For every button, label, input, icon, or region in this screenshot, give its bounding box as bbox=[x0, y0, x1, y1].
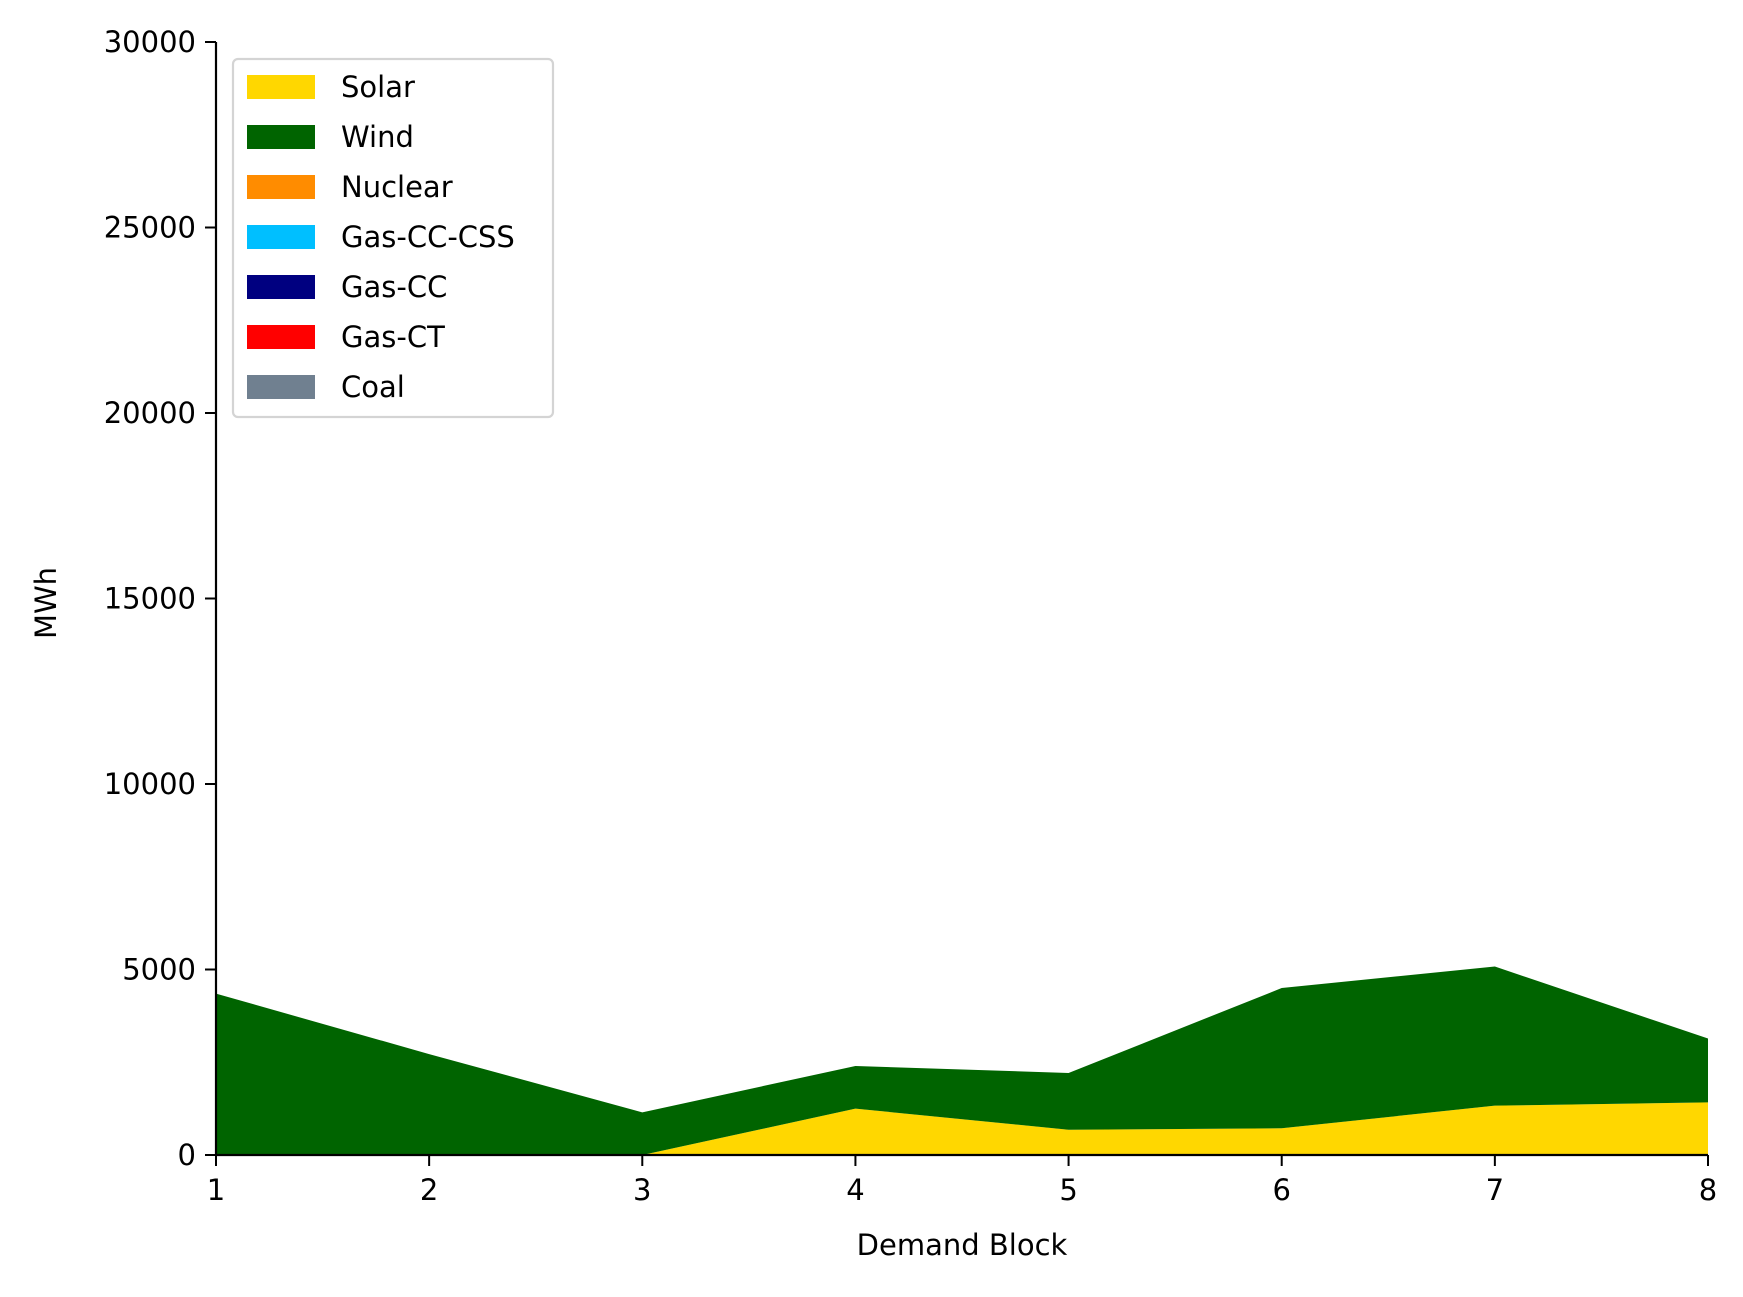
legend-label: Gas-CC-CSS bbox=[341, 220, 515, 254]
x-tick-label: 2 bbox=[420, 1173, 438, 1207]
legend-item: Gas-CC-CSS bbox=[247, 220, 515, 254]
legend-swatch bbox=[247, 375, 315, 399]
legend-swatch bbox=[247, 175, 315, 199]
legend-swatch bbox=[247, 225, 315, 249]
y-tick-label: 5000 bbox=[122, 953, 196, 987]
legend-swatch bbox=[247, 275, 315, 299]
legend-item: Gas-CT bbox=[247, 320, 445, 354]
legend-label: Coal bbox=[341, 370, 405, 404]
x-tick-label: 6 bbox=[1272, 1173, 1290, 1207]
y-axis-label: MWh bbox=[29, 567, 63, 639]
x-axis-ticks: 1 2 3 4 5 6 7 8 bbox=[207, 1155, 1717, 1207]
legend-item: Nuclear bbox=[247, 170, 453, 204]
legend-label: Gas-CT bbox=[341, 320, 445, 354]
y-tick-label: 30000 bbox=[104, 25, 196, 59]
area-solar bbox=[216, 1102, 1708, 1155]
x-tick-label: 1 bbox=[207, 1173, 225, 1207]
legend-swatch bbox=[247, 325, 315, 349]
legend-swatch bbox=[247, 125, 315, 149]
x-tick-label: 3 bbox=[633, 1173, 651, 1207]
legend-swatch bbox=[247, 75, 315, 99]
legend-label: Gas-CC bbox=[341, 270, 447, 304]
legend-item: Coal bbox=[247, 370, 405, 404]
y-axis-ticks: 0 5000 10000 15000 20000 25000 30000 bbox=[104, 25, 216, 1172]
legend: Solar Wind Nuclear Gas-CC-CSS Gas-CC Gas-CT Co… bbox=[231, 57, 555, 419]
legend-item: Solar bbox=[247, 70, 415, 104]
x-tick-label: 8 bbox=[1699, 1173, 1717, 1207]
legend-item: Gas-CC bbox=[247, 270, 447, 304]
x-tick-label: 5 bbox=[1059, 1173, 1077, 1207]
x-tick-label: 4 bbox=[846, 1173, 864, 1207]
y-tick-label: 20000 bbox=[104, 396, 196, 430]
legend-label: Solar bbox=[341, 70, 415, 104]
legend-label: Nuclear bbox=[341, 170, 453, 204]
y-tick-label: 25000 bbox=[104, 211, 196, 245]
area-series-group bbox=[216, 966, 1708, 1155]
area-wind bbox=[216, 966, 1708, 1155]
legend-label: Wind bbox=[341, 120, 414, 154]
y-tick-label: 10000 bbox=[104, 767, 196, 801]
y-tick-label: 0 bbox=[178, 1138, 196, 1172]
y-tick-label: 15000 bbox=[104, 582, 196, 616]
legend-item: Wind bbox=[247, 120, 414, 154]
x-axis-label: Demand Block bbox=[857, 1228, 1068, 1262]
x-tick-label: 7 bbox=[1486, 1173, 1504, 1207]
